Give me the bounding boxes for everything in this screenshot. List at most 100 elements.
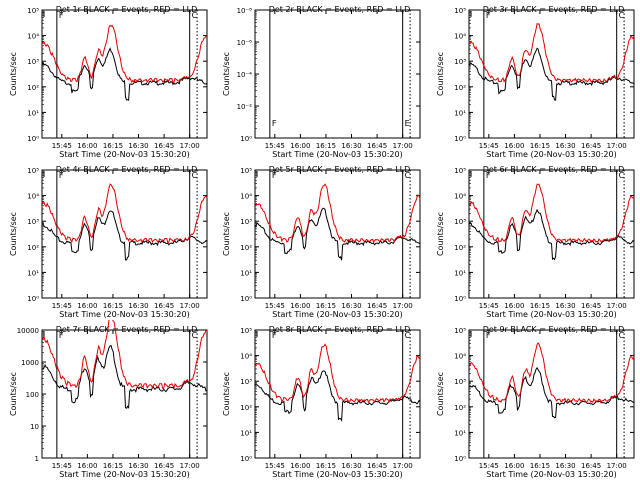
- x-axis-label: Start Time (20-Nov-03 15:30:20): [486, 470, 616, 479]
- y-tick-label: 10⁰: [454, 295, 466, 303]
- x-tick-label: 16:30: [555, 462, 575, 470]
- x-tick-label: 16:30: [128, 302, 148, 310]
- plot-frame: [468, 329, 635, 459]
- detector-plot-5: Det 5r BLACK = Events, RED = LLD Start Ti…: [222, 165, 421, 319]
- plot-title: Det 2r BLACK = Events, RED = LLD: [269, 5, 411, 14]
- x-tick-label: 16:30: [128, 142, 148, 150]
- x-tick-label: 15:45: [265, 462, 285, 470]
- x-tick-label: 15:45: [265, 142, 285, 150]
- flag-marker-start: F: [272, 331, 277, 340]
- flag-marker-start: F: [59, 171, 64, 180]
- x-tick-label: 17:00: [180, 462, 200, 470]
- x-tick-label: 16:45: [581, 462, 601, 470]
- lld-series-line: [41, 24, 208, 84]
- plot-frame: [41, 169, 208, 299]
- x-tick-label: 16:00: [290, 142, 310, 150]
- x-tick-label: 16:00: [504, 302, 524, 310]
- y-tick-label: 10⁻⁸: [237, 7, 253, 15]
- x-tick-label: 15:45: [52, 462, 72, 470]
- y-tick-label: 10⁴: [454, 193, 466, 201]
- x-tick-label: 17:00: [180, 142, 200, 150]
- flag-marker-start: F: [486, 171, 491, 180]
- x-axis-label: Start Time (20-Nov-03 15:30:20): [272, 310, 402, 319]
- x-axis-label: Start Time (20-Nov-03 15:30:20): [272, 470, 402, 479]
- y-tick-label: 10³: [240, 218, 252, 226]
- plot-title: Det 3r BLACK = Events, RED = LLD: [483, 5, 625, 14]
- detector-plot-3: Det 3r BLACK = Events, RED = LLD Start Ti…: [436, 5, 635, 159]
- y-tick-label: 10⁰: [27, 295, 39, 303]
- lld-series-line: [468, 183, 635, 244]
- x-tick-label: 17:00: [607, 142, 627, 150]
- flag-marker-end: C: [619, 331, 625, 340]
- x-tick-label: 16:30: [128, 462, 148, 470]
- lld-series-line: [41, 320, 208, 390]
- y-tick-label: 10⁴: [454, 353, 466, 361]
- x-tick-label: 16:15: [530, 462, 550, 470]
- x-tick-label: 16:30: [341, 302, 361, 310]
- detector-plot-9: Det 9r BLACK = Events, RED = LLD Start Ti…: [436, 325, 635, 479]
- x-tick-label: 16:00: [77, 142, 97, 150]
- y-axis-label: Counts/sec: [9, 52, 18, 96]
- y-tick-label: 10⁰: [454, 455, 466, 463]
- x-tick-label: 17:00: [393, 142, 413, 150]
- flag-marker-start: F: [486, 331, 491, 340]
- plot-title: Det 8r BLACK = Events, RED = LLD: [269, 325, 411, 334]
- y-tick-label: 10⁰: [240, 455, 252, 463]
- plot-frame: [254, 9, 421, 139]
- detector-plot-1: Det 1r BLACK = Events, RED = LLD Start Ti…: [9, 5, 208, 159]
- x-axis-label: Start Time (20-Nov-03 15:30:20): [59, 150, 189, 159]
- x-tick-label: 16:15: [103, 142, 123, 150]
- x-tick-label: 16:30: [555, 142, 575, 150]
- y-tick-label: 10¹: [240, 269, 252, 277]
- detector-plot-8: Det 8r BLACK = Events, RED = LLD Start Ti…: [222, 325, 421, 479]
- x-tick-label: 16:45: [581, 302, 601, 310]
- plot-frame: [254, 169, 421, 299]
- x-tick-label: 16:15: [316, 302, 336, 310]
- plot-title: Det 1r BLACK = Events, RED = LLD: [56, 5, 198, 14]
- events-series-line: [254, 370, 421, 422]
- plot-title: Det 4r BLACK = Events, RED = LLD: [56, 165, 198, 174]
- x-tick-label: 15:45: [52, 142, 72, 150]
- events-series-line: [468, 366, 635, 419]
- flag-marker-end: C: [192, 331, 198, 340]
- y-tick-label: 10³: [27, 58, 39, 66]
- x-tick-label: 16:45: [154, 142, 174, 150]
- y-tick-label: 10⁴: [240, 353, 252, 361]
- y-tick-label: 10⁴: [27, 193, 39, 201]
- events-series-line: [41, 47, 208, 101]
- plot-title: Det 9r BLACK = Events, RED = LLD: [483, 325, 625, 334]
- flag-marker-start: F: [59, 331, 64, 340]
- x-tick-label: 17:00: [180, 302, 200, 310]
- plot-title: Det 5r BLACK = Events, RED = LLD: [269, 165, 411, 174]
- y-axis-label: Counts/sec: [222, 52, 231, 96]
- x-tick-label: 16:00: [290, 302, 310, 310]
- x-tick-label: 16:45: [581, 142, 601, 150]
- plot-title: Det 7r BLACK = Events, RED = LLD: [56, 325, 198, 334]
- y-tick-label: 10⁰: [240, 295, 252, 303]
- y-tick-label: 10⁰: [454, 135, 466, 143]
- flag-marker-start: F: [272, 119, 277, 128]
- flag-marker-end: C: [619, 171, 625, 180]
- y-tick-label: 10⁴: [454, 33, 466, 41]
- y-tick-label: 10⁴: [240, 193, 252, 201]
- y-tick-label: 10³: [454, 58, 466, 66]
- x-tick-label: 16:00: [77, 302, 97, 310]
- x-tick-label: 15:45: [52, 302, 72, 310]
- y-tick-label: 10³: [454, 218, 466, 226]
- plot-title: Det 6r BLACK = Events, RED = LLD: [483, 165, 625, 174]
- plot-frame: [254, 329, 421, 459]
- y-tick-label: 10000: [17, 327, 39, 335]
- x-axis-label: Start Time (20-Nov-03 15:30:20): [272, 150, 402, 159]
- plot-frame: [468, 169, 635, 299]
- x-tick-label: 16:45: [367, 462, 387, 470]
- x-axis-label: Start Time (20-Nov-03 15:30:20): [486, 150, 616, 159]
- flag-marker-start: F: [486, 11, 491, 20]
- x-tick-label: 16:15: [103, 462, 123, 470]
- y-tick-label: 10¹: [454, 429, 466, 437]
- x-tick-label: 16:45: [367, 142, 387, 150]
- events-series-line: [468, 47, 635, 101]
- x-tick-label: 16:30: [341, 142, 361, 150]
- y-tick-label: 1: [35, 455, 39, 463]
- y-tick-label: 10²: [240, 244, 252, 252]
